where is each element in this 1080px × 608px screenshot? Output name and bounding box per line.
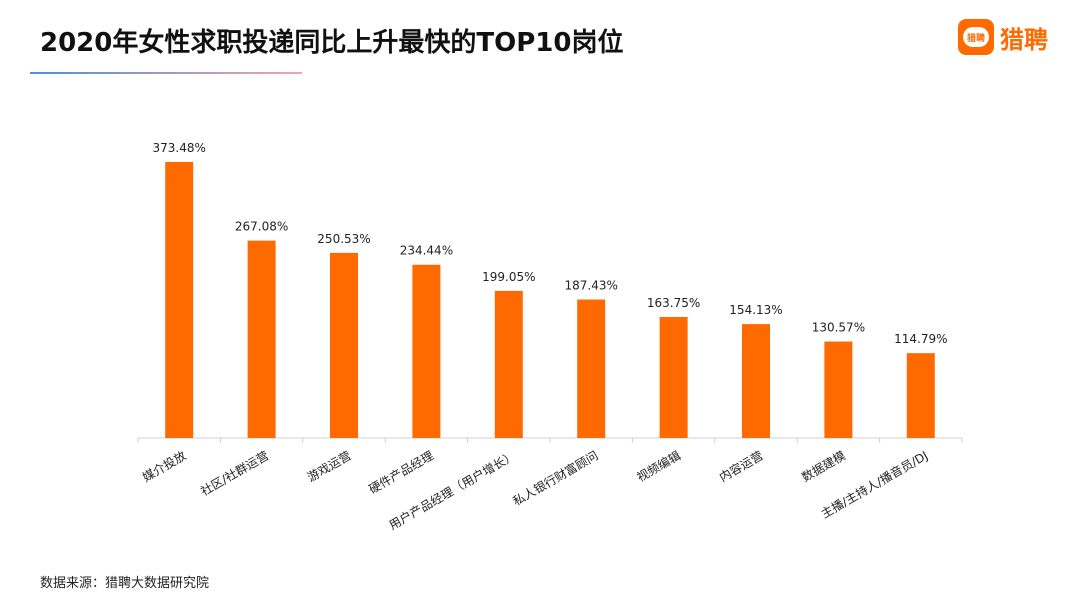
bar-value-label: 187.43% [565, 278, 618, 292]
bar-value-label: 234.44% [400, 244, 453, 258]
bar [412, 264, 441, 438]
bar [330, 252, 358, 438]
bar-value-label: 267.08% [235, 220, 288, 234]
bar-value-label: 199.05% [482, 270, 535, 284]
brand-logo: 猎聘 猎聘 [958, 19, 1048, 55]
logo-chat-bubble-icon: 猎聘 [958, 19, 994, 55]
title-underline [30, 72, 302, 74]
bar-value-label: 154.13% [729, 303, 782, 317]
bar-value-label: 250.53% [317, 232, 370, 246]
bar [659, 316, 688, 438]
x-tick-label: 用户产品经理（用户增长） [386, 448, 518, 533]
x-tick-label: 硬件产品经理 [367, 448, 436, 496]
x-tick-label: 私人银行财富顾问 [510, 448, 601, 509]
bar [824, 341, 853, 438]
bar [247, 240, 276, 438]
page-title: 2020年女性求职投递同比上升最快的TOP10岗位 [40, 28, 624, 58]
x-tick-label: 社区/社群运营 [198, 448, 271, 499]
logo-mark-text: 猎聘 [963, 27, 989, 47]
x-tick-label: 媒介投放 [140, 448, 189, 485]
bar-value-label: 114.79% [894, 332, 947, 346]
x-tick-label: 数据建模 [799, 448, 848, 485]
bar-value-label: 130.57% [812, 321, 865, 335]
data-source-note: 数据来源：猎聘大数据研究院 [40, 576, 210, 591]
x-tick-label: 视频编辑 [634, 448, 683, 485]
x-tick-label: 游戏运营 [305, 448, 354, 484]
bar-value-label: 373.48% [153, 141, 206, 155]
bar [906, 353, 935, 438]
logo-text: 猎聘 [1000, 25, 1048, 54]
bar-chart: 373.48% 媒介投放 267.08% 社区/社群运营 250.53% 游戏运营 234.… [137, 141, 963, 533]
bar [494, 290, 523, 438]
bar [165, 162, 194, 438]
bar-value-label: 163.75% [647, 296, 700, 310]
bar [577, 299, 606, 438]
bar [742, 324, 770, 438]
x-tick-label: 内容运营 [716, 448, 765, 485]
